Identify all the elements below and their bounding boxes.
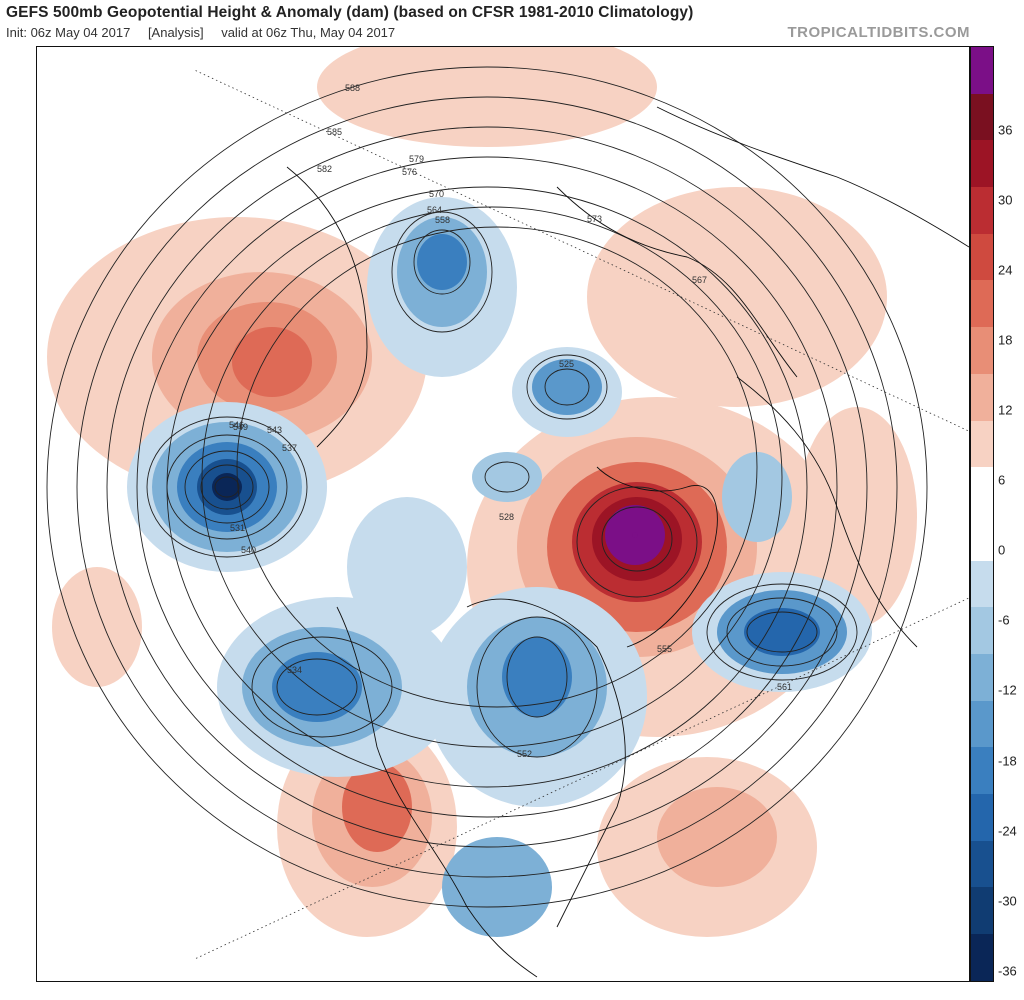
- colorbar-segment: [971, 747, 993, 794]
- aleutian-low-marker[interactable]: [224, 484, 230, 490]
- colorbar-tick-label: 18: [998, 332, 1013, 348]
- colorbar-segment: [971, 560, 993, 608]
- valid-time: valid at 06z Thu, May 04 2017: [221, 25, 396, 40]
- colorbar-segment: [971, 934, 993, 981]
- contour-label: 585: [327, 127, 342, 137]
- coastlines: [286, 106, 969, 978]
- colorbar-tick-label: -18: [998, 753, 1017, 768]
- contour-label: 561: [777, 682, 792, 692]
- contour-label: 588: [345, 83, 360, 93]
- chart-title: GEFS 500mb Geopotential Height & Anomaly…: [6, 4, 694, 21]
- western-us-ridge-marker[interactable]: [374, 804, 380, 810]
- positive-anomalies: [47, 47, 917, 937]
- contour-label: 540: [241, 545, 256, 555]
- contour-label: 564: [427, 205, 442, 215]
- contour-label: 558: [435, 215, 450, 225]
- contour-label: 567: [692, 275, 707, 285]
- colorbar-segment: [971, 373, 993, 421]
- colorbar-tick-label: -30: [998, 893, 1017, 909]
- colorbar-segment: [971, 327, 993, 374]
- contour-label-group: 588 585 582 579 576 573 570 567 564 561 …: [229, 83, 792, 759]
- colorbar: [970, 46, 994, 982]
- feature-markers: [224, 359, 785, 810]
- colorbar-segment: [971, 467, 993, 514]
- colorbar-segment: [971, 513, 993, 561]
- colorbar-tick-label: -36: [998, 963, 1017, 979]
- contour-label: 549: [233, 422, 248, 432]
- colorbar-segment: [971, 280, 993, 328]
- colorbar-segment: [971, 700, 993, 748]
- colorbar-tick-label: 36: [998, 122, 1013, 138]
- colorbar-segment: [971, 607, 993, 654]
- contour-label: 537: [282, 443, 297, 453]
- colorbar-segment: [971, 794, 993, 841]
- north-atlantic-low-marker[interactable]: [779, 629, 785, 635]
- colorbar-tick-label: 0: [998, 542, 1006, 558]
- colorbar-segment: [971, 233, 993, 281]
- colorbar-tick-label: -12: [998, 682, 1017, 698]
- contour-label: 582: [317, 164, 332, 174]
- map-panel[interactable]: 588 585 582 579 576 573 570 567 564 561 …: [36, 46, 970, 982]
- contour-label: 534: [287, 665, 302, 675]
- contour-label: 531: [230, 523, 245, 533]
- map-svg: 588 585 582 579 576 573 570 567 564 561 …: [46, 47, 969, 978]
- chart-subtitle: Init: 06z May 04 2017 [Analysis] valid a…: [6, 25, 409, 40]
- contour-label: 576: [402, 167, 417, 177]
- contour-label: 570: [429, 189, 444, 199]
- colorbar-tick-label: 12: [998, 402, 1013, 418]
- contour-label: 573: [587, 214, 602, 224]
- brand-watermark: TROPICALTIDBITS.COM: [787, 24, 970, 41]
- colorbar-tick-label: -6: [998, 612, 1010, 628]
- colorbar-segment: [971, 140, 993, 188]
- colorbar-tick-label: 24: [998, 262, 1013, 278]
- analysis-label: [Analysis]: [147, 25, 204, 40]
- contour-label: 525: [559, 359, 574, 369]
- alaska-ridge-marker[interactable]: [269, 359, 275, 365]
- colorbar-segment: [971, 653, 993, 701]
- colorbar-tick-label: 6: [998, 472, 1006, 488]
- contour-label: 555: [657, 644, 672, 654]
- contour-label: 528: [499, 512, 514, 522]
- colorbar-segment: [971, 47, 993, 94]
- colorbar-tick-label: -24: [998, 823, 1017, 839]
- contour-label: 552: [517, 749, 532, 759]
- negative-anomalies: [127, 197, 872, 937]
- colorbar-segment: [971, 840, 993, 888]
- init-time: Init: 06z May 04 2017: [6, 25, 131, 40]
- colorbar-tick-label: 30: [998, 192, 1013, 208]
- greenland-ridge-marker[interactable]: [632, 532, 638, 538]
- height-contours: [46, 66, 928, 908]
- colorbar-segment: [971, 887, 993, 935]
- contour-label: 543: [267, 425, 282, 435]
- contour-label: 546: [229, 420, 244, 430]
- colorbar-segment: [971, 93, 993, 141]
- colorbar-segment: [971, 420, 993, 468]
- contour-label: 579: [409, 154, 424, 164]
- colorbar-segment: [971, 187, 993, 234]
